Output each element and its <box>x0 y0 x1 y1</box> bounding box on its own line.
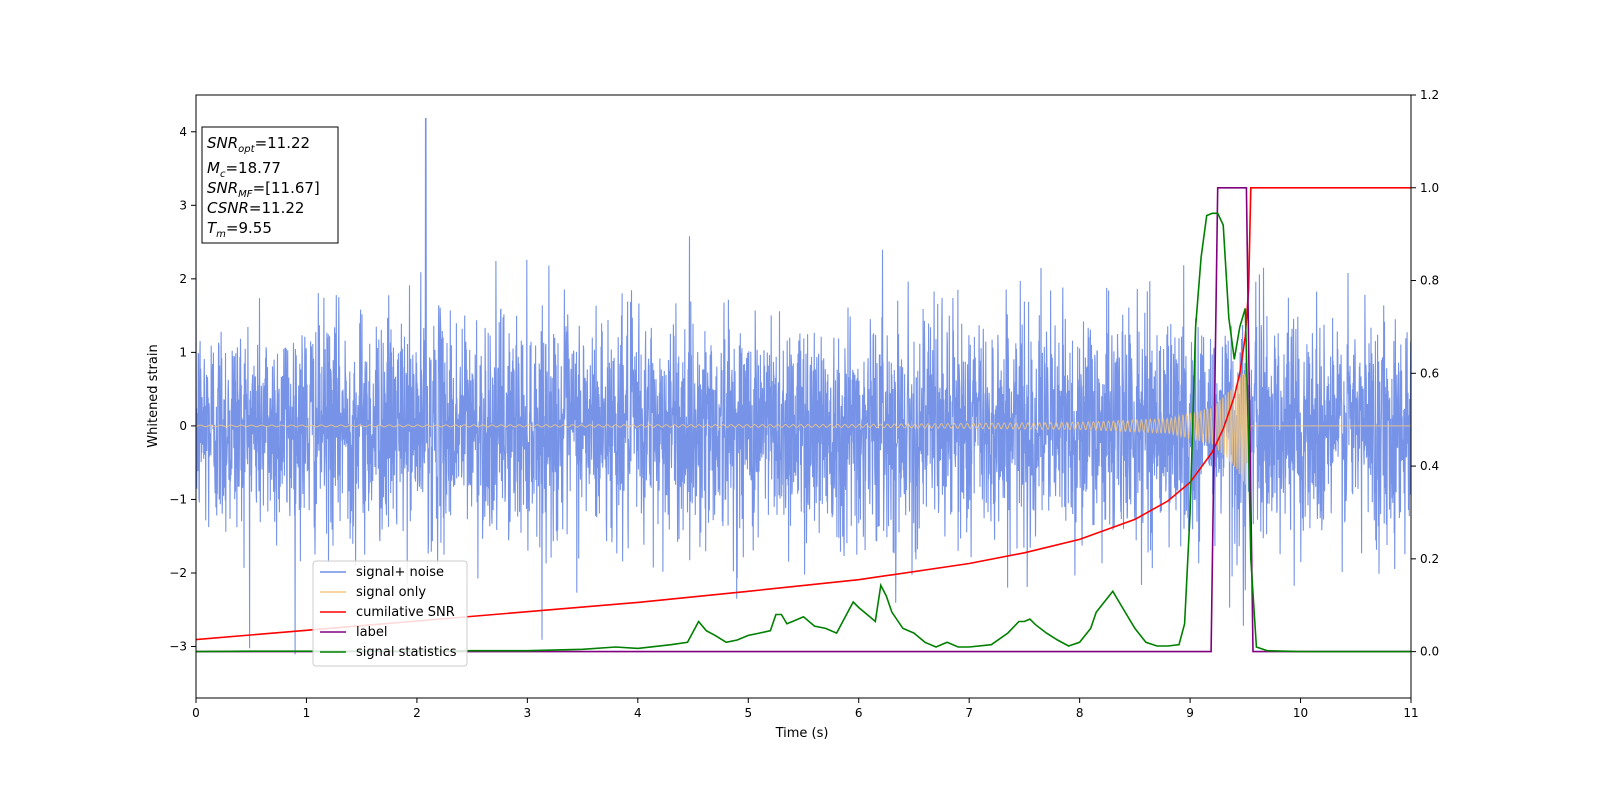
series-line-signal-statistics <box>196 212 1411 653</box>
legend: signal+ noise signal only cumilative SNR… <box>312 560 468 667</box>
y-tick-label: 2 <box>179 272 187 286</box>
x-tick-label: 0 <box>192 706 200 720</box>
legend-label-signal-only: signal only <box>356 585 426 600</box>
x-tick-label: 4 <box>634 706 642 720</box>
x-tick-label: 10 <box>1293 706 1308 720</box>
y-tick-label: 3 <box>179 198 187 212</box>
x-tick-label: 11 <box>1403 706 1418 720</box>
legend-label-label: label <box>356 625 387 640</box>
series-line-cumilative-snr <box>196 187 1411 641</box>
y2-tick-label: 0.0 <box>1420 645 1439 659</box>
y-tick-label: 1 <box>179 345 187 359</box>
y-tick-label: −2 <box>169 566 187 580</box>
x-tick-label: 2 <box>413 706 421 720</box>
y2-tick-label: 1.2 <box>1420 88 1439 102</box>
y-tick-label: −3 <box>169 640 187 654</box>
legend-label-signal-noise: signal+ noise <box>356 565 444 580</box>
info-csnr: CSNR=11.22 <box>207 199 304 217</box>
y2-tick-label: 0.4 <box>1420 459 1439 473</box>
x-tick-label: 3 <box>524 706 532 720</box>
x-axis-label: Time (s) <box>775 726 829 741</box>
y2-tick-label: 0.8 <box>1420 274 1439 288</box>
y-tick-label: −1 <box>169 492 187 506</box>
y-tick-label: 4 <box>179 125 187 139</box>
info-tm: Tm=9.55 <box>207 219 272 240</box>
x-axis: 0 1 2 3 4 5 6 7 8 9 10 11 <box>192 698 1419 720</box>
info-snr-mf: SNRMF=[11.67] <box>207 179 320 200</box>
x-tick-label: 8 <box>1076 706 1084 720</box>
plot-frame <box>195 94 1412 699</box>
series-line-signal-only <box>196 373 1411 485</box>
x-tick-label: 1 <box>303 706 311 720</box>
y-axis-left: −3 −2 −1 0 1 2 3 4 <box>169 125 196 654</box>
x-tick-label: 9 <box>1186 706 1194 720</box>
legend-label-signal-statistics: signal statistics <box>356 645 457 660</box>
x-tick-label: 5 <box>744 706 752 720</box>
y2-tick-label: 0.6 <box>1420 366 1439 380</box>
y-tick-label: 0 <box>179 419 187 433</box>
y-axis-right: 0.0 0.2 0.4 0.6 0.8 1.0 1.2 <box>1411 88 1439 659</box>
legend-label-cumilative-snr: cumilative SNR <box>356 605 455 620</box>
info-box: SNRopt=11.22 Mc=18.77 SNRMF=[11.67] CSNR… <box>201 126 339 244</box>
info-snr-opt: SNRopt=11.22 <box>207 134 310 155</box>
x-tick-label: 6 <box>855 706 863 720</box>
info-mc: Mc=18.77 <box>207 159 281 180</box>
x-tick-label: 7 <box>965 706 973 720</box>
y-axis-label: Whitened strain <box>146 344 161 447</box>
y2-tick-label: 1.0 <box>1420 181 1439 195</box>
y2-tick-label: 0.2 <box>1420 552 1439 566</box>
plot-area <box>196 117 1411 655</box>
